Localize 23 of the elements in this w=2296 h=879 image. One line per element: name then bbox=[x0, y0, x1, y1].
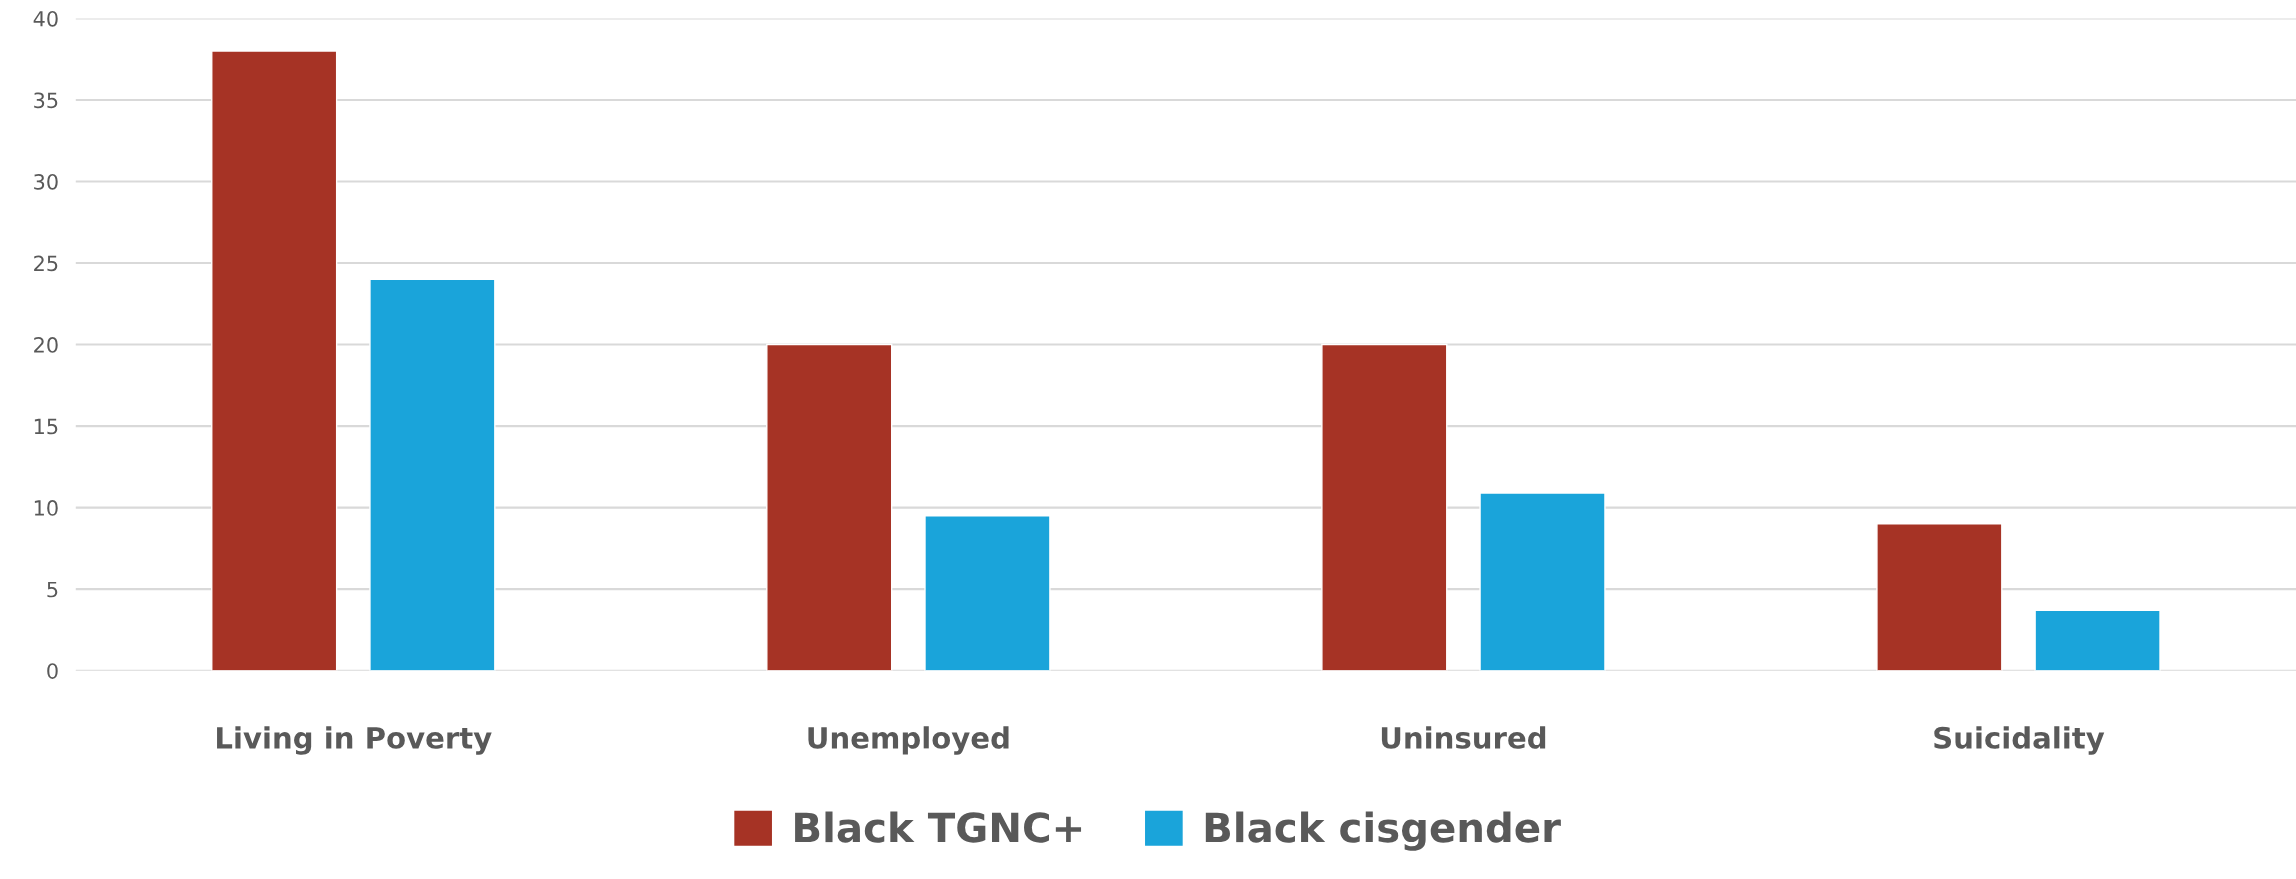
y-tick-label: 30 bbox=[34, 173, 58, 190]
bar bbox=[2034, 609, 2161, 671]
legend-label: Black TGNC+ bbox=[795, 811, 1082, 843]
y-tick-label: 25 bbox=[34, 255, 58, 272]
y-tick-label: 40 bbox=[33, 10, 58, 27]
x-tick-label: Unemployed bbox=[808, 726, 1009, 755]
x-tick-label: Uninsured bbox=[1381, 726, 1546, 749]
bar bbox=[1876, 523, 2003, 671]
bar bbox=[211, 50, 338, 671]
legend-label: Black cisgender bbox=[1205, 811, 1561, 851]
x-tick-label: Living in Poverty bbox=[217, 726, 492, 755]
y-tick-label: 0 bbox=[47, 663, 58, 679]
bar bbox=[369, 278, 496, 671]
bar bbox=[1479, 492, 1606, 671]
y-tick-label: 10 bbox=[34, 500, 58, 516]
y-tick-label: 35 bbox=[34, 92, 58, 109]
bar bbox=[1321, 343, 1448, 671]
y-tick-label: 5 bbox=[47, 581, 58, 598]
y-tick-label: 15 bbox=[34, 418, 58, 435]
bar bbox=[924, 515, 1051, 671]
y-tick-label: 20 bbox=[34, 337, 58, 353]
bar bbox=[766, 343, 893, 671]
x-tick-label: Suicidality bbox=[1934, 726, 2105, 755]
